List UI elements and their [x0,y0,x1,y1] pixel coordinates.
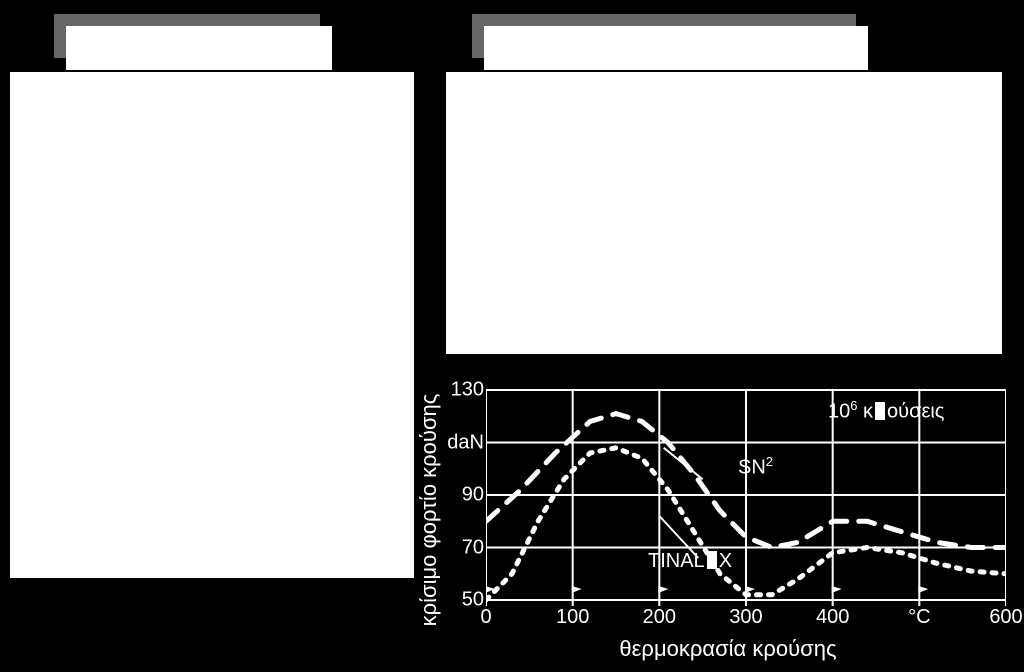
y-tick-label: 50 [444,589,484,612]
series-label-tinalox: TINALX [648,550,732,573]
left-tab [66,26,332,70]
x-tick-label: °C [908,606,930,629]
chart: κρίσιμο φορτίο κρούσης 507090daN130 0100… [438,380,1018,660]
y-tick-label: 130 [444,379,484,402]
y-tick-label: 90 [444,484,484,507]
x-axis-title: θερμοκρασία κρούσης [438,636,1018,662]
x-tick-label: 400 [816,606,849,629]
x-tick-label: 200 [643,606,676,629]
y-tick-label: daN [444,431,484,454]
y-tick-label: 70 [444,536,484,559]
x-tick-label: 600 [989,606,1022,629]
page-root: κρίσιμο φορτίο κρούσης 50 70 90 daN 130 0 100… [0,0,1024,672]
right-tab [484,26,868,70]
chip-icon [875,402,885,420]
y-axis-labels: 507090daN130 [444,380,484,590]
x-tick-label: 0 [480,606,491,629]
x-tick-label: 300 [729,606,762,629]
chip-icon [707,551,717,569]
x-axis-labels: 0100200300400°C600 [486,606,1006,630]
series-label-sn2: SN2 [738,454,773,480]
y-axis-title: κρίσιμο φορτίο κρούσης [416,380,442,640]
x-tick-label: 100 [556,606,589,629]
annotation-cycles: 106 κούσεις [828,398,944,424]
right-panel [446,72,1002,354]
left-panel [10,72,414,578]
